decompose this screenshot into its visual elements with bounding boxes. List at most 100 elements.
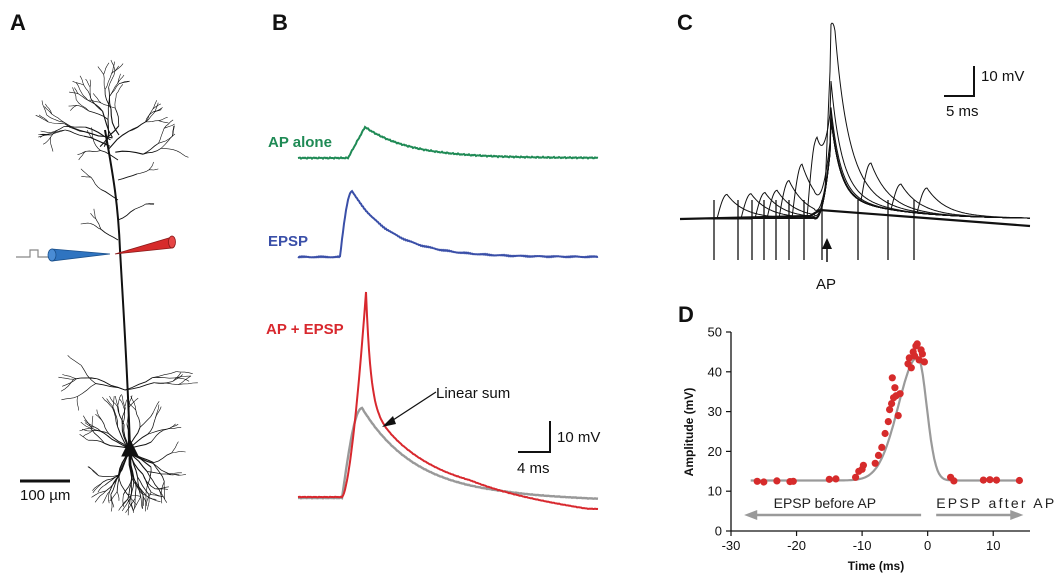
- dendrite-branch: [100, 102, 116, 109]
- x-tick-label: 0: [924, 538, 931, 553]
- dendrite-branch: [124, 377, 153, 391]
- dendrite-branch: [91, 490, 107, 498]
- dendrite-branch: [102, 111, 113, 138]
- dendrite-branch: [84, 422, 95, 428]
- dendrite-branch: [81, 365, 97, 384]
- data-point: [891, 384, 899, 392]
- dendrite-branch: [115, 150, 144, 155]
- dendrite-branch: [50, 126, 64, 133]
- dendrite-branch: [74, 87, 79, 94]
- dendrite-branch: [38, 133, 50, 138]
- dendrite-branch: [81, 176, 92, 178]
- dendrite-branch: [147, 428, 167, 435]
- data-point: [852, 473, 860, 481]
- panel-a-label: A: [10, 10, 26, 35]
- chart-annotations: EPSP before AP EPSP after AP: [744, 495, 1054, 520]
- dendrite-branch: [145, 482, 149, 496]
- dendrite-branch: [110, 494, 115, 508]
- dendrite-branch: [124, 382, 155, 391]
- dendrite-branch: [102, 396, 113, 409]
- epsp-label: EPSP: [268, 233, 308, 250]
- dendrite-branch: [111, 61, 115, 74]
- data-point: [918, 350, 927, 358]
- dendrite-branch: [83, 84, 91, 99]
- dendrite-branch: [152, 377, 175, 379]
- dendrite-branch: [152, 463, 172, 476]
- dendrite-branch: [70, 105, 77, 111]
- dendrite-branch: [121, 394, 126, 409]
- dendrite-branch: [171, 125, 175, 137]
- trace-ap-plus-epsp: [297, 291, 599, 511]
- trace-linear-sum: [297, 406, 599, 500]
- data-point: [832, 475, 840, 483]
- dendrite-branch: [161, 147, 177, 152]
- y-tick-label: 0: [715, 524, 722, 539]
- dendrite-branch: [153, 452, 172, 463]
- dendrite-branch: [96, 409, 103, 421]
- data-point: [874, 451, 883, 459]
- data-point: [986, 476, 994, 484]
- dendrite-branch: [148, 467, 152, 483]
- dendrite-branch: [114, 107, 120, 126]
- dendrite-branch: [100, 150, 119, 161]
- dendrite-branch: [78, 93, 88, 101]
- dendrite-branch: [158, 120, 169, 124]
- dendrite-branch: [113, 408, 118, 427]
- dendrite-branch: [110, 59, 116, 72]
- dendrite-branch: [90, 223, 102, 230]
- data-point: [760, 478, 768, 486]
- linear-sum-arrowhead-icon: [382, 416, 396, 427]
- dendrite-branch: [116, 491, 120, 501]
- panel-c-traces: [679, 22, 1031, 228]
- dendrite-branch: [128, 395, 133, 408]
- dendrite-branch: [145, 111, 156, 122]
- dendrite-branch: [105, 474, 119, 492]
- dendrite-branch: [99, 125, 120, 147]
- scale-bar-c-voltage: 10 mV: [981, 68, 1024, 85]
- dendrite-branch: [63, 125, 86, 128]
- dendrite-branch: [80, 90, 88, 101]
- dendrite-branch: [79, 427, 92, 432]
- dendrite-branch: [152, 103, 162, 110]
- dendrite-branch: [72, 87, 77, 100]
- dendrite-branch: [92, 481, 104, 493]
- dendrite-branch: [85, 78, 91, 88]
- recording-electrode-left: [47, 248, 111, 262]
- scale-bar-100um-label: 100 µm: [20, 487, 70, 504]
- fit-curve: [750, 355, 1017, 482]
- dendrite-branch: [147, 471, 167, 475]
- dendrite-branch: [86, 129, 94, 139]
- data-point: [773, 477, 781, 485]
- dendrite-branch: [88, 439, 105, 444]
- superimposed-trace: [680, 118, 1030, 220]
- dendrite-branch: [65, 129, 84, 137]
- dendrite-branch: [107, 435, 129, 449]
- baseline-trace: [679, 208, 1031, 228]
- dendrite-branch: [107, 130, 129, 151]
- dendrite-branch: [119, 80, 130, 84]
- data-point: [881, 429, 889, 438]
- dendrite-branch: [121, 424, 129, 449]
- dendrite-branch: [42, 137, 51, 145]
- dendrite-branch: [46, 114, 65, 123]
- dendrite-branch: [103, 62, 110, 75]
- dendrite-branch: [109, 395, 118, 407]
- epsp-after-ap-label: EPSP after AP: [936, 495, 1054, 511]
- superimposed-trace: [680, 80, 1030, 220]
- dendrite-branch: [146, 471, 159, 489]
- dendrite-branch: [121, 498, 131, 512]
- dendrite-branch: [38, 114, 49, 123]
- dendrite-branch: [127, 499, 134, 513]
- dendrite-branch: [64, 123, 86, 133]
- dendrite-branch: [145, 111, 154, 122]
- dendrite-branch: [171, 451, 186, 454]
- dendrite-branch: [103, 119, 110, 147]
- chart-axes: -30 -20 -10 0 10 0 10 20 30 40 50: [708, 325, 1030, 553]
- dendrite-branch: [104, 73, 112, 90]
- ap-epsp-label: AP + EPSP: [266, 321, 344, 338]
- dendrite-branch: [98, 474, 119, 477]
- scale-bar-c: [944, 66, 975, 97]
- superimposed-trace: [680, 117, 1030, 220]
- dendrite-branch: [142, 142, 159, 155]
- dendrite-branch: [117, 173, 138, 181]
